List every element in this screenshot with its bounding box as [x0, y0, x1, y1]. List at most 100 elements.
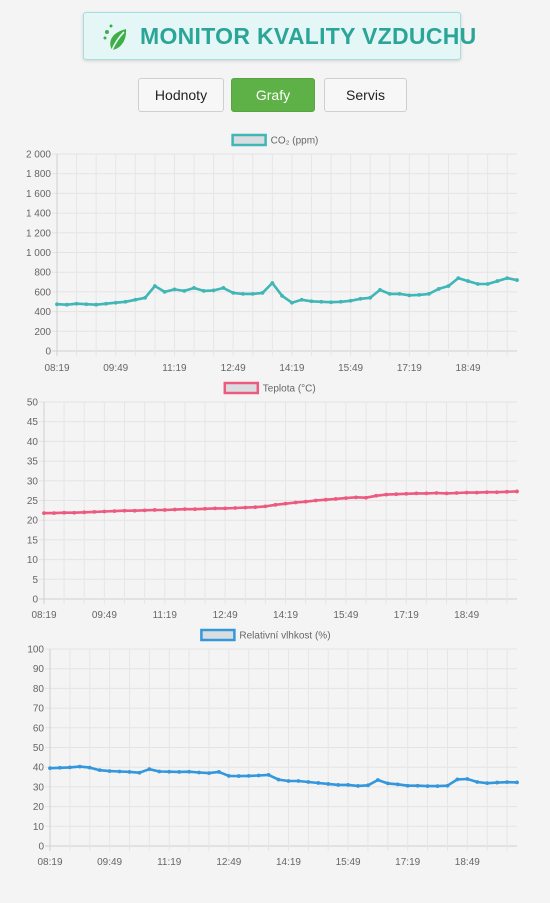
temp-data-point[interactable]	[132, 508, 137, 513]
humidity-data-point[interactable]	[137, 770, 142, 775]
co2-data-point[interactable]	[123, 299, 128, 304]
legend-label[interactable]: Teplota (°C)	[263, 384, 316, 395]
co2-data-point[interactable]	[427, 291, 431, 296]
humidity-data-point[interactable]	[375, 778, 380, 782]
humidity-data-point[interactable]	[157, 769, 162, 774]
humidity-data-point[interactable]	[505, 780, 509, 785]
temp-data-point[interactable]	[102, 509, 107, 514]
co2-data-point[interactable]	[329, 300, 333, 305]
co2-data-point[interactable]	[94, 302, 99, 307]
humidity-data-point[interactable]	[167, 769, 172, 774]
humidity-data-point[interactable]	[97, 768, 102, 773]
temp-data-point[interactable]	[344, 496, 348, 501]
temp-data-point[interactable]	[303, 499, 308, 504]
humidity-data-point[interactable]	[336, 783, 341, 787]
tab-grafy[interactable]: Grafy	[231, 78, 315, 112]
co2-data-point[interactable]	[348, 298, 353, 303]
temp-data-point[interactable]	[354, 495, 358, 500]
co2-data-point[interactable]	[368, 295, 373, 300]
co2-data-point[interactable]	[515, 278, 519, 282]
co2-data-point[interactable]	[417, 292, 422, 297]
co2-data-point[interactable]	[133, 297, 138, 302]
co2-data-point[interactable]	[299, 297, 304, 302]
temp-data-point[interactable]	[72, 510, 77, 515]
co2-data-point[interactable]	[475, 282, 480, 286]
temp-data-point[interactable]	[494, 490, 499, 495]
legend-swatch[interactable]	[223, 381, 260, 395]
humidity-data-point[interactable]	[425, 784, 430, 789]
temp-data-point[interactable]	[364, 495, 368, 500]
co2-data-point[interactable]	[358, 296, 363, 301]
co2-data-point[interactable]	[456, 276, 461, 281]
humidity-data-point[interactable]	[197, 770, 201, 775]
humidity-data-point[interactable]	[266, 772, 271, 777]
co2-data-point[interactable]	[55, 302, 59, 307]
co2-data-point[interactable]	[466, 279, 470, 283]
temp-data-point[interactable]	[313, 498, 318, 503]
legend-swatch[interactable]	[200, 628, 236, 642]
humidity-data-point[interactable]	[366, 783, 370, 788]
humidity-data-point[interactable]	[316, 781, 321, 785]
co2-data-point[interactable]	[387, 291, 392, 296]
humidity-data-point[interactable]	[67, 765, 72, 770]
co2-data-point[interactable]	[407, 293, 412, 298]
temp-data-point[interactable]	[454, 491, 459, 495]
co2-data-point[interactable]	[162, 290, 167, 294]
co2-data-point[interactable]	[74, 301, 79, 306]
temp-data-point[interactable]	[273, 502, 278, 507]
temp-data-point[interactable]	[374, 493, 379, 498]
co2-data-point[interactable]	[270, 281, 275, 285]
co2-data-point[interactable]	[495, 279, 500, 283]
humidity-data-point[interactable]	[127, 770, 132, 774]
temp-data-point[interactable]	[484, 490, 489, 495]
humidity-data-point[interactable]	[177, 770, 182, 774]
humidity-data-point[interactable]	[326, 782, 331, 786]
humidity-data-point[interactable]	[515, 780, 519, 785]
co2-data-point[interactable]	[446, 284, 451, 288]
co2-data-point[interactable]	[250, 291, 255, 296]
temp-data-point[interactable]	[203, 506, 207, 511]
co2-data-point[interactable]	[241, 291, 245, 296]
temp-data-point[interactable]	[394, 492, 399, 497]
co2-data-point[interactable]	[182, 289, 187, 293]
temp-data-point[interactable]	[42, 511, 46, 516]
temp-data-point[interactable]	[384, 492, 389, 497]
temp-data-point[interactable]	[152, 508, 157, 512]
temp-data-point[interactable]	[142, 508, 147, 513]
humidity-data-point[interactable]	[77, 764, 82, 769]
temp-data-point[interactable]	[62, 510, 67, 515]
co2-data-point[interactable]	[397, 291, 402, 296]
temp-data-point[interactable]	[172, 507, 177, 512]
temp-data-point[interactable]	[474, 490, 479, 495]
humidity-data-point[interactable]	[107, 769, 112, 774]
humidity-data-point[interactable]	[415, 783, 420, 788]
temp-data-point[interactable]	[444, 491, 449, 496]
humidity-data-point[interactable]	[485, 781, 490, 786]
co2-data-point[interactable]	[319, 299, 324, 304]
co2-data-point[interactable]	[231, 290, 236, 295]
humidity-data-point[interactable]	[117, 769, 122, 774]
humidity-data-point[interactable]	[276, 777, 281, 782]
humidity-data-point[interactable]	[296, 779, 301, 783]
tab-servis[interactable]: Servis	[324, 78, 407, 112]
co2-data-point[interactable]	[201, 289, 206, 293]
humidity-data-point[interactable]	[306, 780, 311, 784]
co2-data-point[interactable]	[64, 302, 69, 307]
humidity-data-point[interactable]	[356, 784, 360, 788]
co2-data-point[interactable]	[172, 287, 177, 292]
humidity-data-point[interactable]	[475, 780, 480, 784]
humidity-data-point[interactable]	[87, 765, 92, 770]
temp-data-point[interactable]	[293, 500, 298, 505]
co2-data-point[interactable]	[280, 293, 285, 298]
temp-data-point[interactable]	[424, 491, 429, 496]
legend-label[interactable]: CO₂ (ppm)	[271, 136, 319, 147]
humidity-data-point[interactable]	[187, 769, 192, 774]
legend-swatch[interactable]	[231, 133, 267, 147]
humidity-data-point[interactable]	[405, 783, 410, 788]
co2-data-point[interactable]	[338, 299, 343, 304]
legend-label[interactable]: Relativní vlhkost (%)	[239, 631, 330, 642]
humidity-data-point[interactable]	[455, 777, 460, 782]
temp-data-point[interactable]	[243, 505, 248, 510]
humidity-data-point[interactable]	[246, 773, 251, 778]
co2-data-point[interactable]	[485, 282, 490, 286]
